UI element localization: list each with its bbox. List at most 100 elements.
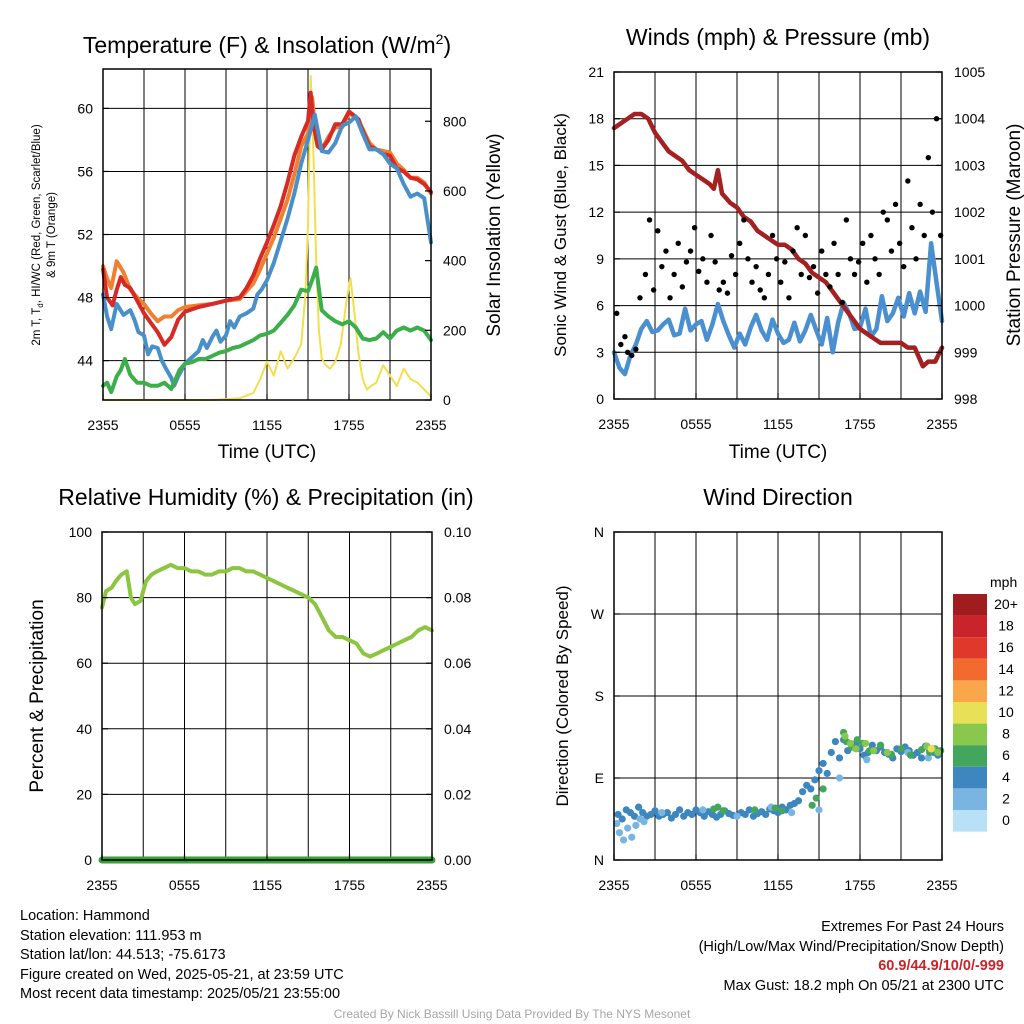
data-point (876, 271, 882, 278)
data-point (917, 754, 926, 762)
y-tick-label: 20 (76, 786, 92, 802)
winds-grid (614, 72, 942, 399)
y-tick-label: 48 (77, 290, 93, 306)
legend-label: 14 (998, 661, 1014, 677)
wind-direction-title: Wind Direction (703, 484, 853, 510)
humidity-ticks: 2355 0555 1155 1755 2355 0 20 40 60 80 100 0.00 0.02… (69, 524, 472, 893)
y-tick-label: 0 (84, 852, 92, 868)
data-point (906, 751, 915, 759)
data-point (628, 833, 636, 841)
data-point (892, 201, 899, 208)
temperature-xlabel: Time (UTC) (218, 442, 317, 463)
data-point (835, 271, 841, 278)
data-point (925, 154, 932, 161)
data-point (823, 769, 831, 778)
data-point (708, 232, 714, 239)
legend-swatch (953, 637, 987, 659)
data-point (761, 295, 768, 301)
data-point (778, 279, 784, 285)
data-point (841, 732, 849, 740)
y2-tick-label: 0.00 (444, 852, 471, 868)
data-point (615, 829, 624, 837)
data-point (794, 225, 800, 231)
y-tick-label: N (594, 852, 604, 868)
data-point (807, 785, 815, 793)
data-point (819, 248, 825, 254)
recent-timestamp: Most recent data timestamp: 2025/05/21 2… (20, 986, 341, 1003)
x-tick-label: 2355 (598, 416, 629, 432)
x-tick-label: 2355 (926, 416, 957, 432)
humidity-panel: Relative Humidity (%) & Precipitation (i… (27, 484, 474, 893)
y-tick-label: 56 (77, 163, 93, 179)
data-point (843, 217, 850, 223)
data-point (810, 263, 817, 270)
data-point (655, 228, 661, 234)
winds-xlabel: Time (UTC) (729, 442, 828, 463)
x-tick-label: 1755 (334, 877, 365, 893)
station-location: Location: Hammond (20, 908, 150, 924)
y-tick-label: 60 (77, 100, 93, 116)
data-point (778, 807, 786, 815)
humidity-title: Relative Humidity (%) & Precipitation (i… (58, 484, 473, 510)
data-point (855, 259, 862, 265)
temperature-ylabel: 2m T, Td, HI/WC (Red, Green, Scarlet/Blu… (31, 124, 45, 345)
data-point (751, 806, 759, 814)
y-tick-label: 3 (596, 344, 604, 360)
station-elevation: Station elevation: 111.953 m (20, 927, 202, 944)
data-point (827, 284, 833, 290)
speed-legend: mph 20+ 18 16 14 12 10 8 6 4 2 0 (953, 574, 1018, 832)
data-point (860, 240, 866, 246)
data-point (614, 310, 620, 317)
data-point (872, 256, 878, 262)
legend-label: 10 (998, 704, 1014, 720)
data-point (909, 225, 915, 231)
data-point (896, 240, 903, 246)
data-point (839, 299, 845, 306)
legend-swatch (953, 766, 987, 789)
data-point (927, 745, 935, 753)
y2-tick-label: 0.02 (444, 786, 471, 802)
max-gust: Max Gust: 18.2 mph On 05/21 at 2300 UTC (723, 977, 1004, 994)
data-point (720, 279, 727, 285)
data-point (633, 346, 639, 352)
x-tick-label: 1155 (252, 417, 282, 433)
temperature-panel: Temperature (F) & Insolation (W/m2) 2355… (31, 31, 505, 463)
data-point (883, 748, 891, 757)
data-point (719, 807, 727, 815)
x-tick-label: 0555 (680, 416, 711, 432)
data-point (630, 812, 639, 820)
station-info: Location: Hammond Station elevation: 111… (20, 907, 344, 1005)
data-point (806, 274, 813, 281)
data-point (934, 748, 942, 757)
data-point (802, 232, 809, 239)
data-point (635, 803, 643, 811)
legend-label: 2 (1002, 790, 1010, 806)
data-point (929, 209, 936, 215)
data-point (876, 741, 885, 749)
data-point (663, 809, 671, 817)
winds-ylabel: Sonic Wind & Gust (Blue, Black) (551, 113, 570, 357)
temperature-ylabel-line2: & 9m T (Orange) (46, 192, 58, 278)
x-tick-label: 1755 (333, 417, 364, 433)
data-point (921, 232, 927, 239)
x-tick-label: 1755 (844, 416, 875, 432)
data-point (691, 225, 698, 231)
legend-swatch (953, 723, 987, 746)
x-tick-label: 1155 (763, 877, 793, 893)
data-point (619, 836, 628, 844)
data-point (646, 217, 653, 223)
legend-label: 20+ (994, 596, 1018, 612)
data-point (618, 815, 626, 823)
data-point (624, 349, 631, 355)
y2-tick-label: 0.08 (444, 590, 471, 606)
legend-label: 12 (998, 682, 1014, 698)
legend-swatch (953, 680, 987, 702)
data-point (762, 810, 770, 819)
data-point (683, 259, 690, 265)
data-point (863, 756, 871, 764)
data-point (716, 287, 722, 293)
temperature-ticks: 2355 0555 1155 1755 235544485256600200400600… (77, 100, 466, 433)
data-point (851, 271, 858, 278)
legend-swatch (953, 594, 987, 616)
series-line (100, 562, 434, 659)
